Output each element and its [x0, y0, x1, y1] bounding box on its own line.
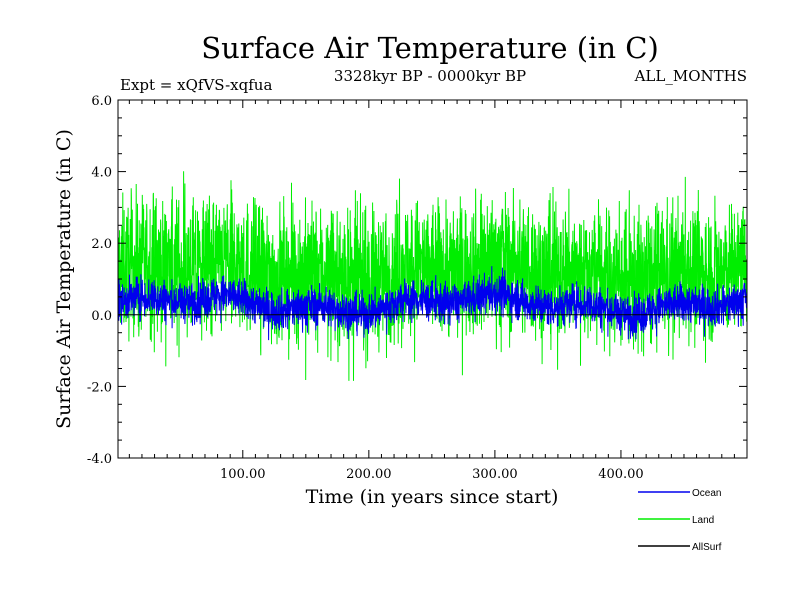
x-tick-label: 200.00: [346, 467, 392, 482]
legend-label-land: Land: [692, 515, 714, 526]
legend-label-ocean: Ocean: [692, 488, 721, 499]
y-tick-label: -4.0: [87, 452, 112, 467]
legend: Ocean Land AllSurf: [638, 488, 722, 553]
legend-label-allsurf: AllSurf: [692, 542, 722, 553]
land-series-line: [117, 171, 748, 381]
plot-area: [117, 171, 748, 381]
y-tick-label: 4.0: [91, 166, 112, 181]
chart-title: Surface Air Temperature (in C): [201, 31, 659, 65]
y-tick-label: 6.0: [91, 94, 112, 109]
months-label: ALL_MONTHS: [634, 67, 747, 85]
x-tick-label: 100.00: [220, 467, 266, 482]
x-tick-label: 300.00: [472, 467, 518, 482]
x-axis: 100.00 200.00 300.00 400.00: [128, 100, 735, 482]
x-axis-label: Time (in years since start): [306, 486, 559, 508]
ocean-series-line: [117, 266, 748, 341]
y-tick-label: 2.0: [91, 237, 112, 252]
y-axis-label: Surface Air Temperature (in C): [53, 129, 75, 429]
period-label: 3328kyr BP - 0000kyr BP: [334, 67, 526, 85]
x-tick-label: 400.00: [598, 467, 644, 482]
experiment-label: Expt = xQfVS-xqfua: [120, 76, 272, 94]
y-axis: -4.0 -2.0 0.0 2.0 4.0 6.0: [87, 94, 747, 467]
y-tick-label: -2.0: [87, 380, 112, 395]
y-tick-label: 0.0: [91, 309, 112, 324]
